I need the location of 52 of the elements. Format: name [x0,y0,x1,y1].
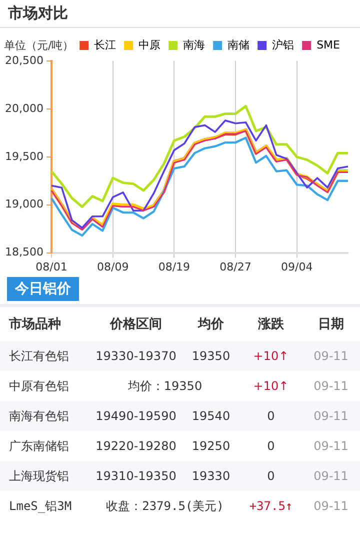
x-tick-label: 08/27 [220,260,252,274]
text: 19330 [190,469,232,483]
text: 均价：19350 [126,378,204,394]
text: 09-11 [312,439,350,453]
text: 0 [266,409,276,423]
y-tick-label: 19,500 [4,150,44,163]
text: 上海现货铝 [8,468,70,484]
text: +37.5↑ [248,499,294,513]
x-tick-label: 08/19 [158,260,190,274]
text: 19330-19370 [94,349,178,363]
text: 0 [266,469,276,483]
text: 价格区间 [108,316,163,333]
text: 19250 [190,439,232,453]
text: 09-11 [312,379,350,393]
y-tick-label: 18,500 [4,246,44,259]
y-tick-label: 20,500 [4,54,44,67]
x-tick-label: 08/09 [96,260,129,274]
y-tick-label: 19,000 [4,198,44,211]
text: 19220-19280 [94,439,178,453]
text: 19490-19590 [94,409,178,423]
text: 19350 [190,349,232,363]
text: 0 [266,439,276,453]
legend-label: 中原 [138,38,161,52]
x-tick-label: 08/01 [36,260,68,274]
text: 日期 [317,316,345,333]
text: 09-11 [312,499,350,513]
text: 市场品种 [8,316,62,333]
x-tick-label: 09/04 [281,260,313,274]
text: 广东南储铝 [8,438,70,454]
y-tick-label: 20,000 [4,102,44,115]
text: 19540 [190,409,232,423]
text: 09-11 [312,409,350,423]
text: 南海有色铝 [8,408,70,424]
chart-title: 市场对比 [8,4,68,23]
text: 收盘：2379.5(美元) [105,498,225,514]
legend-label: SME [316,38,340,52]
legend-label: 南储 [228,38,250,52]
legend-label: 沪铝 [272,38,294,52]
text: 今日铝价 [7,277,79,301]
text: 涨跌 [256,316,285,333]
y-axis-title: 单位（元/吨） [4,38,74,53]
text: 09-11 [312,469,350,483]
text: 中原有色铝 [8,378,70,394]
legend-label: 南海 [183,38,206,52]
text: 19310-19350 [94,469,178,483]
legend-label: 长江 [94,38,116,52]
text: +10↑ [252,379,290,393]
text: 09-11 [312,349,350,363]
text: 均价 [196,316,225,333]
text: 长江有色铝 [8,348,70,364]
text: +10↑ [252,349,290,363]
text: LmeS_铝3M [8,498,73,514]
